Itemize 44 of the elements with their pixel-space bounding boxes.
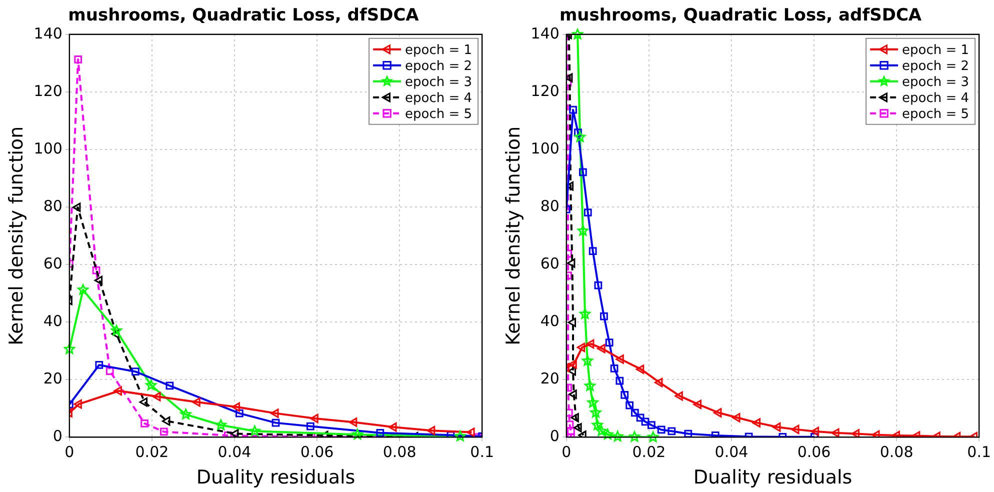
y-tick-label: 140	[34, 24, 62, 42]
legend-label: epoch = 2	[405, 58, 472, 74]
x-tick-label: 0.08	[382, 443, 416, 462]
y-tick-label: 100	[34, 139, 62, 158]
y-axis-title: Kernel density function	[5, 126, 28, 346]
y-tick-label: 40	[540, 312, 560, 330]
x-tick-label: 0.06	[300, 443, 334, 462]
y-tick-label: 120	[34, 82, 62, 100]
x-tick-label: 0.02	[632, 443, 666, 462]
y-tick-label: 20	[540, 370, 560, 388]
x-tick-label: 0.04	[218, 443, 252, 462]
y-tick-label: 20	[43, 370, 62, 388]
legend-label: epoch = 5	[902, 106, 970, 122]
y-tick-label: 60	[540, 254, 560, 272]
x-tick-label: 0	[64, 443, 74, 462]
x-axis-title: Duality residuals	[693, 466, 852, 489]
y-tick-label: 120	[530, 82, 560, 100]
y-tick-label: 60	[43, 254, 62, 272]
y-tick-label: 40	[43, 312, 62, 330]
y-tick-label: 80	[540, 196, 560, 215]
x-tick-label: 0.08	[880, 443, 914, 462]
legend-label: epoch = 3	[405, 74, 472, 90]
y-tick-label: 80	[43, 196, 62, 215]
y-tick-label: 100	[530, 139, 560, 158]
legend-label: epoch = 2	[902, 58, 970, 74]
legend-label: epoch = 1	[405, 42, 472, 58]
legend-label: epoch = 4	[902, 90, 970, 106]
chart-title: mushrooms, Quadratic Loss, adfSDCA	[559, 6, 922, 26]
legend-label: epoch = 3	[902, 74, 970, 90]
legend-label: epoch = 1	[902, 42, 970, 58]
y-tick-label: 0	[550, 427, 560, 446]
y-tick-label: 140	[530, 24, 560, 42]
x-tick-label: 0.02	[135, 443, 169, 462]
x-axis-title: Duality residuals	[196, 466, 356, 489]
x-tick-label: 0	[562, 443, 572, 462]
legend-label: epoch = 5	[405, 106, 472, 122]
x-tick-label: 0.06	[797, 443, 831, 462]
y-axis-title: Kernel density function	[502, 126, 524, 346]
legend-label: epoch = 4	[405, 90, 472, 106]
y-tick-label: 0	[52, 427, 62, 446]
chart-title: mushrooms, Quadratic Loss, dfSDCA	[68, 6, 420, 26]
x-tick-label: 0.04	[714, 443, 748, 462]
x-tick-label: 0.1	[967, 443, 991, 462]
x-tick-label: 0.1	[470, 443, 494, 462]
